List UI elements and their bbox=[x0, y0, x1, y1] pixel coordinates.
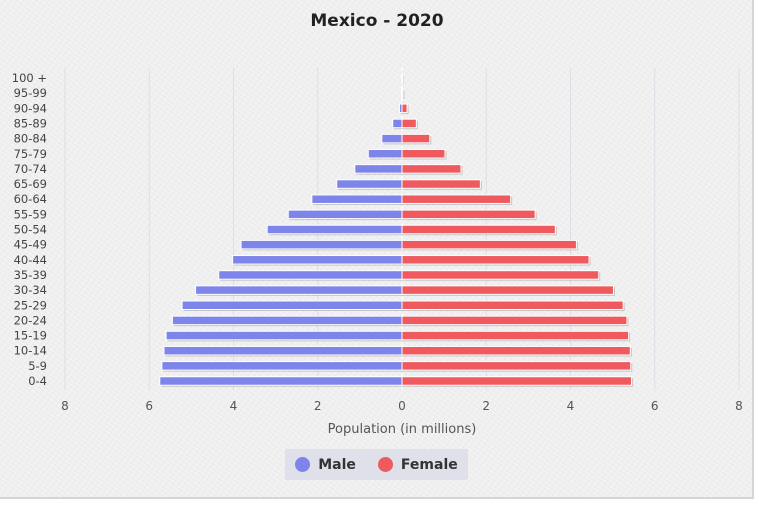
male-bar[interactable] bbox=[165, 330, 403, 341]
legend-label-female: Female bbox=[400, 456, 458, 473]
age-group-label: 40-44 bbox=[14, 253, 47, 267]
x-tick-label: 8 bbox=[61, 399, 69, 413]
age-group-label: 80-84 bbox=[14, 132, 47, 146]
male-bar[interactable] bbox=[287, 209, 403, 220]
female-bar[interactable] bbox=[401, 118, 417, 129]
male-bar[interactable] bbox=[354, 164, 403, 174]
x-tick-label: 0 bbox=[398, 399, 406, 413]
male-bar[interactable] bbox=[195, 285, 403, 295]
female-bar[interactable] bbox=[401, 376, 633, 386]
male-bar[interactable] bbox=[171, 315, 403, 326]
age-group-label: 65-69 bbox=[14, 177, 47, 191]
age-group-label: 55-59 bbox=[14, 207, 47, 221]
female-bar[interactable] bbox=[401, 330, 630, 341]
age-group-label: 20-24 bbox=[14, 313, 47, 327]
age-group-label: 15-19 bbox=[14, 329, 47, 343]
age-group-label: 75-79 bbox=[14, 147, 47, 161]
female-bar[interactable] bbox=[401, 164, 462, 174]
population-pyramid-chart: Mexico - 2020 100 +95-9990-9485-8980-847… bbox=[12, 11, 743, 437]
female-bar[interactable] bbox=[401, 209, 536, 220]
age-group-label: 60-64 bbox=[14, 192, 47, 206]
legend-item-female[interactable]: Female bbox=[377, 456, 458, 473]
x-tick-label: 4 bbox=[230, 399, 238, 413]
age-group-label: 10-14 bbox=[14, 344, 47, 358]
male-bar[interactable] bbox=[266, 224, 403, 235]
x-tick-label: 8 bbox=[735, 399, 743, 413]
female-bar[interactable] bbox=[401, 133, 431, 144]
female-bar[interactable] bbox=[401, 270, 600, 280]
x-tick-label: 6 bbox=[651, 399, 659, 413]
male-bar[interactable] bbox=[392, 118, 403, 129]
x-axis-ticks: 8 6 4 2 0 2 4 6 8 bbox=[61, 399, 743, 413]
female-bar[interactable] bbox=[401, 103, 408, 114]
female-bar[interactable] bbox=[401, 239, 577, 250]
male-bar[interactable] bbox=[161, 361, 403, 371]
female-bar[interactable] bbox=[401, 149, 446, 159]
male-bar[interactable] bbox=[381, 133, 403, 144]
age-group-label: 90-94 bbox=[14, 101, 47, 115]
female-bar[interactable] bbox=[401, 345, 631, 356]
male-bar[interactable] bbox=[232, 255, 403, 265]
age-group-label: 95-99 bbox=[14, 86, 47, 100]
legend-label-male: Male bbox=[318, 456, 356, 473]
legend-item-male[interactable]: Male bbox=[295, 457, 356, 473]
age-group-label: 25-29 bbox=[14, 298, 47, 312]
age-group-label: 50-54 bbox=[14, 223, 47, 237]
female-bar[interactable] bbox=[401, 300, 624, 310]
x-tick-label: 6 bbox=[145, 399, 153, 413]
female-bar[interactable] bbox=[401, 88, 404, 98]
x-tick-label: 2 bbox=[482, 399, 490, 413]
x-tick-label: 2 bbox=[314, 399, 322, 413]
male-bar[interactable] bbox=[336, 179, 403, 189]
age-group-label: 70-74 bbox=[14, 162, 47, 176]
male-bar[interactable] bbox=[218, 270, 403, 280]
age-group-label: 5-9 bbox=[28, 359, 47, 373]
age-group-label: 45-49 bbox=[14, 238, 47, 252]
female-bar[interactable] bbox=[401, 285, 614, 295]
female-bar[interactable] bbox=[401, 194, 512, 204]
female-bar[interactable] bbox=[401, 224, 556, 235]
age-group-label: 0-4 bbox=[28, 374, 47, 388]
x-tick-label: 4 bbox=[567, 399, 575, 413]
bar-shadow bbox=[403, 90, 405, 99]
male-bar[interactable] bbox=[240, 239, 403, 250]
female-swatch-icon bbox=[377, 457, 393, 472]
age-group-label: 35-39 bbox=[14, 268, 47, 282]
age-group-label: 85-89 bbox=[14, 116, 47, 130]
legend: Male Female bbox=[285, 449, 468, 480]
female-bar[interactable] bbox=[401, 315, 628, 326]
male-swatch-icon bbox=[295, 457, 311, 472]
female-bar[interactable] bbox=[401, 361, 632, 371]
age-group-label: 100 + bbox=[12, 71, 47, 85]
chart-title: Mexico - 2020 bbox=[310, 11, 443, 31]
male-bar[interactable] bbox=[181, 300, 403, 310]
female-bar[interactable] bbox=[401, 255, 590, 265]
female-bar[interactable] bbox=[401, 179, 481, 189]
male-bar[interactable] bbox=[163, 345, 403, 356]
chart-container: Mexico - 2020 100 +95-99 90-94 85-89 80-84 7… bbox=[0, 0, 754, 499]
age-group-label: 30-34 bbox=[14, 283, 47, 297]
male-bar[interactable] bbox=[367, 149, 403, 159]
x-axis-title: Population (in millions) bbox=[328, 422, 477, 437]
male-bar[interactable] bbox=[311, 194, 403, 204]
bars bbox=[159, 73, 634, 387]
male-bar[interactable] bbox=[159, 376, 403, 386]
